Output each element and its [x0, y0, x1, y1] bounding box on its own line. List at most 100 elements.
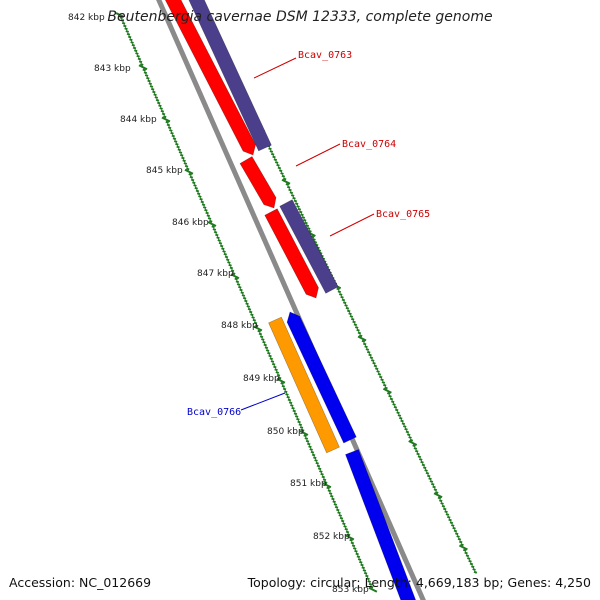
scale-tick: [264, 346, 269, 350]
scale-tick: [184, 168, 194, 175]
scale-tick: [350, 317, 355, 321]
scale-tick: [199, 197, 203, 201]
scale-tick: [162, 115, 167, 119]
scale-label: 848 kbp: [221, 321, 258, 331]
scale-tick: [305, 224, 310, 228]
scale-tick: [337, 511, 341, 515]
gene-label: Bcav_0766: [187, 407, 241, 418]
scale-tick: [323, 480, 328, 485]
gene-label-leader: [295, 143, 341, 167]
scale-tick: [216, 236, 220, 240]
scale-label: 851 kbp: [290, 479, 327, 489]
scale-tick: [333, 502, 338, 507]
scale-tick: [362, 568, 367, 573]
scale-tick: [269, 149, 274, 154]
scale-tick: [345, 530, 350, 534]
scale-tick: [287, 398, 292, 402]
scale-tick: [396, 411, 400, 415]
scale-tick: [302, 218, 307, 222]
scale-tick: [126, 32, 131, 36]
scale-tick: [135, 51, 139, 56]
scale-tick: [177, 148, 182, 152]
gene-label-leader: [329, 213, 375, 237]
scale-tick: [402, 424, 407, 429]
scale-tick: [173, 139, 178, 144]
scale-tick: [282, 177, 287, 181]
scale-tick: [404, 427, 408, 431]
scale-tick: [294, 202, 299, 206]
scale-tick: [250, 313, 254, 317]
gene-labels: Bcav_0763 Bcav_0764 Bcav_0765 Bcav_0766: [187, 50, 430, 418]
scale-tick: [312, 237, 316, 242]
scale-tick: [257, 329, 261, 333]
scale-tick: [155, 98, 160, 102]
scale-tick: [196, 192, 201, 196]
scale-tick: [337, 290, 342, 294]
scale-tick: [225, 258, 230, 262]
scale-tick: [319, 469, 323, 474]
scale-label: 842 kbp: [68, 13, 105, 23]
scale-tick: [438, 499, 443, 503]
scale-tick: [273, 365, 277, 369]
scale-tick: [119, 16, 124, 20]
scale-tick: [356, 328, 360, 332]
scale-label: 846 kbp: [172, 218, 209, 228]
gene-upstream-purple-arrow: [188, 0, 272, 152]
scale-tick: [365, 347, 370, 352]
scale-tick: [378, 375, 383, 379]
scale-tick: [300, 213, 304, 217]
scale-tick: [188, 172, 192, 177]
scale-tick: [304, 436, 309, 441]
scale-tick: [458, 544, 468, 551]
scale-tick: [418, 457, 423, 462]
scale-tick: [348, 312, 352, 316]
scale-tick: [452, 526, 456, 530]
scale-tick: [448, 518, 452, 522]
scale-tick: [286, 395, 290, 399]
scale-tick: [193, 183, 197, 188]
scale-tick: [389, 397, 394, 401]
scale-tick: [450, 523, 455, 528]
scale-tick: [144, 73, 149, 78]
scale-tick: [367, 579, 372, 584]
scale-tick: [299, 425, 304, 430]
scale-tick: [310, 235, 315, 239]
scale-tick: [288, 401, 293, 405]
scale-tick: [150, 87, 155, 91]
genome-summary-text: Topology: circular; Length: 4,669,183 bp…: [247, 575, 591, 590]
scale-tick: [368, 586, 378, 593]
scale-tick: [441, 504, 446, 508]
scale-tick: [344, 303, 348, 308]
scale-tick: [280, 381, 284, 386]
scale-tick: [368, 353, 372, 357]
scale-tick: [285, 392, 289, 397]
scale-tick: [314, 458, 318, 463]
scale-tick: [208, 219, 213, 223]
scale-tick: [426, 474, 431, 478]
scale-tick: [270, 152, 275, 156]
scale-tick: [340, 295, 344, 299]
gene-label: Bcav_0765: [376, 209, 430, 220]
scale-tick: [204, 208, 208, 212]
scale-tick: [143, 71, 148, 75]
scale-tick: [369, 356, 374, 360]
scale-tick: [236, 282, 241, 287]
scale-tick: [322, 482, 332, 489]
scale-tick: [296, 204, 300, 209]
scale-tick: [327, 489, 332, 493]
scale-tick: [277, 166, 282, 170]
scale-tick: [198, 194, 202, 199]
genome-backbone: [156, 0, 426, 600]
scale-tick: [207, 221, 217, 227]
scale-tick: [268, 354, 272, 358]
scale-tick: [277, 376, 282, 380]
scale-tick: [380, 378, 384, 382]
scale-tick: [247, 307, 252, 311]
scale-tick: [132, 46, 137, 50]
scale-tick: [276, 373, 281, 377]
gene-features: [164, 0, 416, 600]
scale-tick: [241, 293, 246, 298]
scale-tick: [354, 325, 359, 330]
scale-tick: [394, 408, 399, 412]
scale-tick: [373, 364, 378, 368]
